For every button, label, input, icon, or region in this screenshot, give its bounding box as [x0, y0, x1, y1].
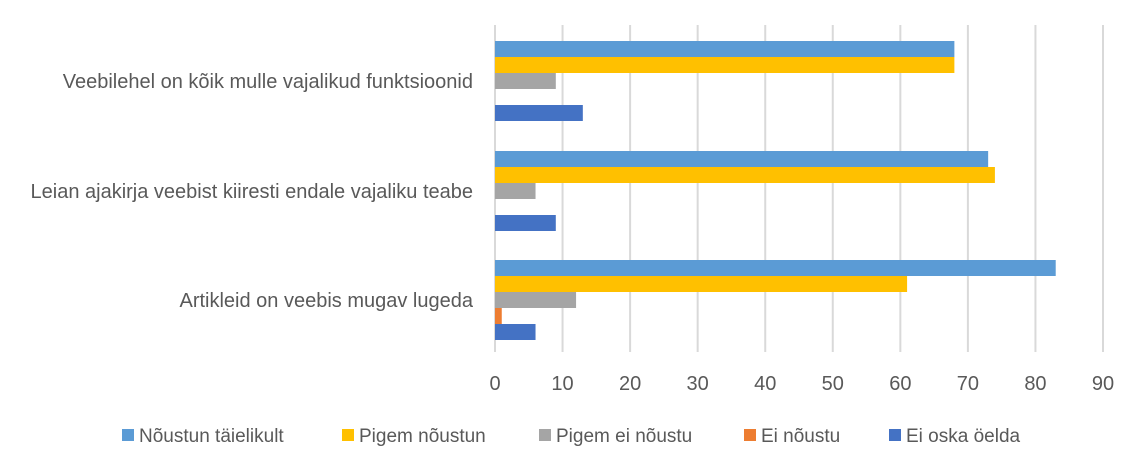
x-tick-label: 70 — [957, 373, 979, 395]
bar-0-0 — [495, 41, 955, 57]
legend-label: Nõustun täielikult — [139, 426, 284, 447]
x-tick-label: 80 — [1024, 373, 1046, 395]
bar-2-2 — [495, 292, 577, 308]
x-tick-label: 30 — [687, 373, 709, 395]
bar-1-2 — [495, 276, 908, 292]
x-tick-label: 40 — [754, 373, 776, 395]
category-label: Artikleid on veebis mugav lugeda — [179, 290, 473, 312]
category-label: Leian ajakirja veebist kiiresti endale v… — [31, 181, 473, 203]
bar-4-1 — [495, 215, 556, 231]
legend-swatch — [342, 429, 354, 441]
legend-label: Ei oska öelda — [906, 426, 1021, 447]
legend: Nõustun täielikult Pigem nõustun Pigem ei … — [122, 426, 1021, 447]
bar-4-0 — [495, 105, 583, 121]
x-tick-labels: 0 10 20 30 40 50 60 70 80 90 — [489, 373, 1114, 395]
x-tick-label: 60 — [889, 373, 911, 395]
x-tick-label: 20 — [619, 373, 641, 395]
x-tick-label: 0 — [489, 373, 500, 395]
bar-2-0 — [495, 73, 556, 89]
bar-1-1 — [495, 167, 995, 183]
bar-1-0 — [495, 57, 955, 73]
legend-swatch — [539, 429, 551, 441]
category-label: Veebilehel on kõik mulle vajalikud funkt… — [63, 71, 473, 93]
bar-2-1 — [495, 183, 536, 199]
gridlines — [494, 25, 1104, 352]
legend-swatch — [889, 429, 901, 441]
bar-0-1 — [495, 151, 989, 167]
legend-label: Ei nõustu — [761, 426, 840, 447]
legend-swatch — [122, 429, 134, 441]
bar-3-2 — [495, 308, 502, 324]
legend-label: Pigem nõustun — [359, 426, 486, 447]
x-tick-label: 10 — [551, 373, 573, 395]
bar-0-2 — [495, 260, 1056, 276]
x-tick-label: 50 — [822, 373, 844, 395]
legend-swatch — [744, 429, 756, 441]
category-labels: Veebilehel on kõik mulle vajalikud funkt… — [31, 71, 474, 312]
legend-label: Pigem ei nõustu — [556, 426, 692, 447]
bar-4-2 — [495, 324, 536, 340]
x-tick-label: 90 — [1092, 373, 1114, 395]
bars — [495, 41, 1056, 340]
